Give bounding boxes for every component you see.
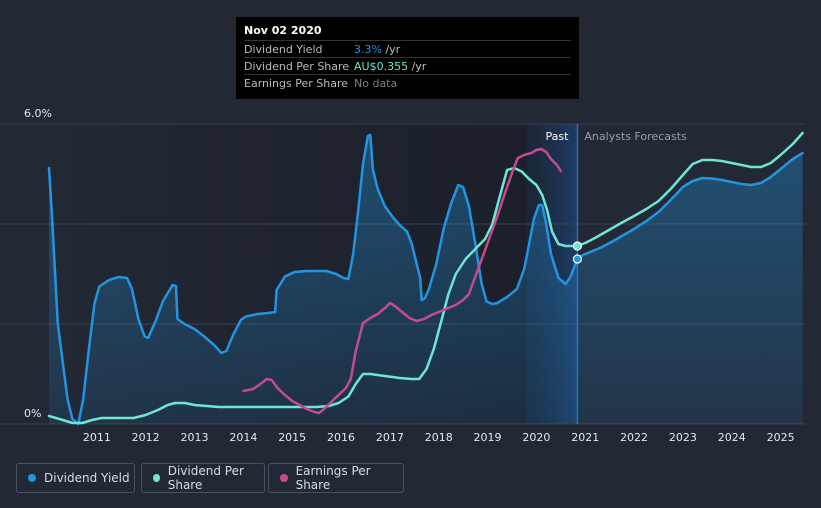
tooltip-label: Dividend Per Share (244, 60, 350, 73)
past-label: Past (545, 130, 569, 143)
x-tick-label: 2015 (278, 431, 306, 444)
x-tick-label: 2020 (522, 431, 550, 444)
legend-dot-icon (28, 474, 36, 482)
tooltip-number: AU$0.355 (354, 60, 409, 73)
dividend-per-share-marker (572, 241, 583, 251)
x-tick-label: 2021 (571, 431, 599, 444)
legend-item-dividend-per-share[interactable]: Dividend Per Share (141, 463, 265, 493)
legend-label: Earnings Per Share (295, 464, 371, 492)
tooltip-label: Earnings Per Share (244, 77, 349, 90)
tooltip-value: AU$0.355 /yr (354, 60, 426, 73)
x-tick-label: 2017 (376, 431, 404, 444)
x-tick-label: 2014 (229, 431, 257, 444)
x-tick-label: 2022 (620, 431, 648, 444)
tooltip-label: Dividend Yield (244, 43, 323, 56)
x-tick-label: 2024 (718, 431, 746, 444)
tooltip-unit: /yr (381, 43, 401, 56)
tooltip-row-earnings-per-share: Earnings Per Share No data (244, 74, 571, 92)
tooltip-number: No data (354, 77, 398, 90)
legend-item-dividend-yield[interactable]: Dividend Yield (16, 463, 135, 493)
x-tick-label: 2016 (327, 431, 355, 444)
y-axis-bottom-label: 0% (24, 407, 41, 420)
x-tick-label: 2025 (767, 431, 795, 444)
legend-dot-icon (153, 474, 160, 482)
tooltip-value: 3.3% /yr (354, 43, 400, 56)
x-tick-label: 2018 (425, 431, 453, 444)
x-tick-label: 2011 (83, 431, 111, 444)
x-tick-label: 2019 (474, 431, 502, 444)
tooltip-row-dividend-yield: Dividend Yield 3.3% /yr (244, 40, 571, 58)
legend-dot-icon (280, 474, 288, 482)
legend-label: Dividend Per Share (167, 464, 244, 492)
legend-item-earnings-per-share[interactable]: Earnings Per Share (268, 463, 404, 493)
legend-label: Dividend Yield (44, 471, 130, 485)
dividend-yield-area (49, 135, 803, 424)
x-tick-label: 2013 (181, 431, 209, 444)
dividend-yield-line (47, 133, 804, 426)
dividend-yield-marker (572, 254, 583, 264)
earnings-per-share-line (242, 147, 563, 415)
tooltip-row-dividend-per-share: Dividend Per Share AU$0.355 /yr (244, 57, 571, 75)
tooltip-number: 3.3% (354, 43, 382, 56)
tooltip-date: Nov 02 2020 (244, 24, 322, 37)
y-axis-top-label: 6.0% (24, 107, 52, 120)
tooltip: Nov 02 2020 Dividend Yield 3.3% /yr Divi… (236, 17, 579, 99)
forecast-label: Analysts Forecasts (584, 130, 687, 143)
x-tick-label: 2012 (132, 431, 160, 444)
dividend-per-share-line (47, 131, 804, 425)
tooltip-unit: /yr (408, 60, 427, 73)
x-tick-label: 2023 (669, 431, 697, 444)
tooltip-value: No data (354, 77, 397, 90)
